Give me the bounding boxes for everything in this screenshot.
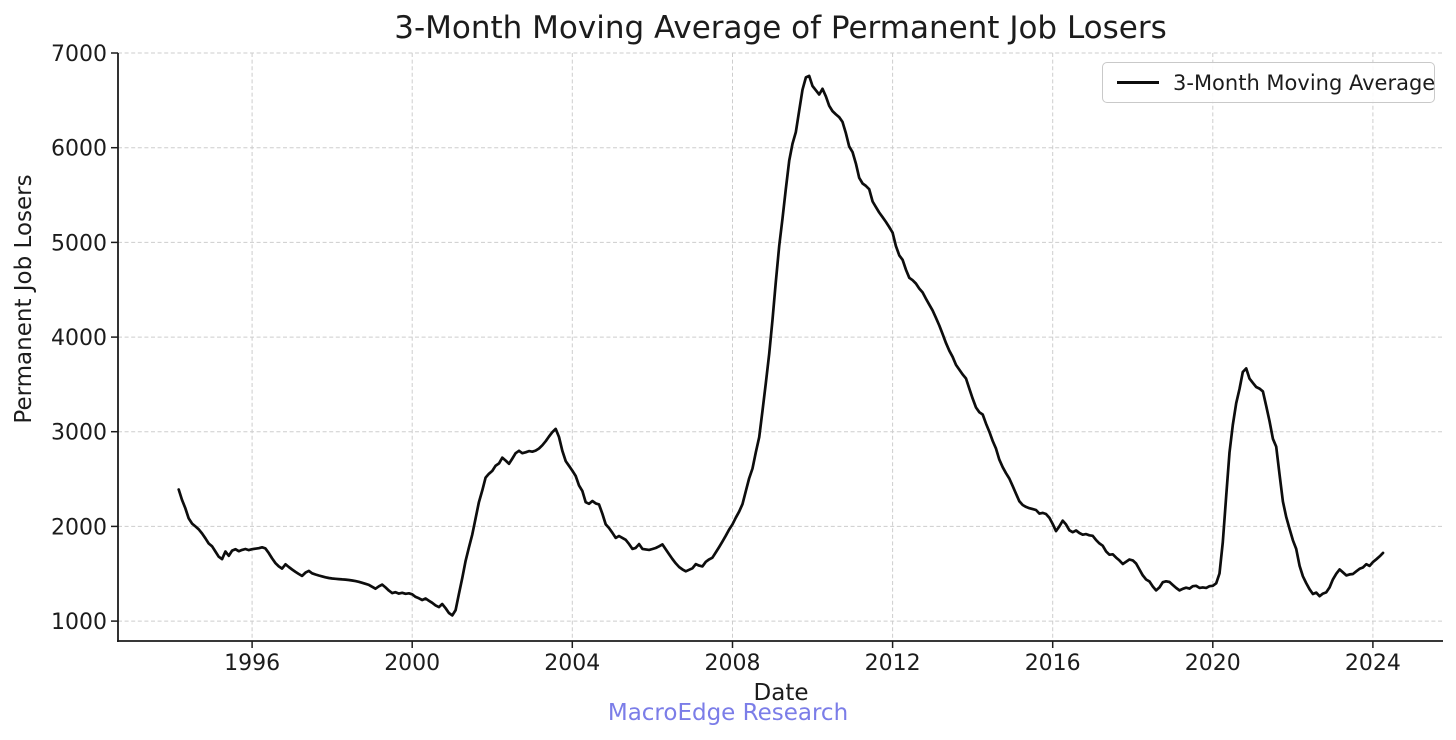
svg-text:2016: 2016 xyxy=(1025,651,1081,676)
svg-text:7000: 7000 xyxy=(51,42,107,67)
source-watermark: MacroEdge Research xyxy=(607,700,849,726)
svg-text:2000: 2000 xyxy=(51,515,107,540)
legend-line-sample xyxy=(1117,81,1159,84)
legend: 3-Month Moving Average xyxy=(1102,62,1435,103)
svg-text:2008: 2008 xyxy=(705,651,761,676)
svg-text:3000: 3000 xyxy=(51,421,107,446)
svg-text:6000: 6000 xyxy=(51,137,107,162)
svg-text:2000: 2000 xyxy=(384,651,440,676)
svg-text:1000: 1000 xyxy=(51,610,107,635)
chart-title: 3-Month Moving Average of Permanent Job … xyxy=(394,10,1167,46)
svg-text:5000: 5000 xyxy=(51,231,107,256)
svg-text:2012: 2012 xyxy=(865,651,921,676)
y-axis-label: Permanent Job Losers xyxy=(11,174,37,424)
svg-text:2024: 2024 xyxy=(1345,651,1401,676)
svg-text:4000: 4000 xyxy=(51,326,107,351)
x-axis-label: Date xyxy=(753,680,809,706)
svg-text:2020: 2020 xyxy=(1185,651,1241,676)
legend-label: 3-Month Moving Average xyxy=(1173,70,1436,95)
svg-text:1996: 1996 xyxy=(224,651,280,676)
svg-text:2004: 2004 xyxy=(544,651,600,676)
